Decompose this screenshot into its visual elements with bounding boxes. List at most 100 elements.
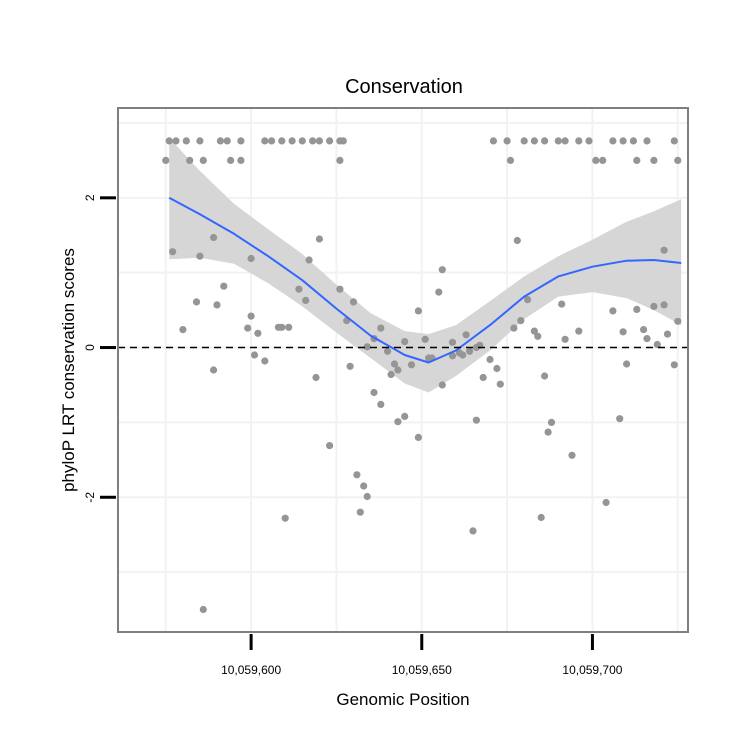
data-point [517, 317, 525, 325]
data-point [633, 305, 641, 313]
data-point [650, 302, 658, 310]
data-point [377, 400, 385, 408]
smooth-line [168, 196, 682, 364]
data-point [295, 285, 303, 293]
y-axis: 2 0 -2 [83, 194, 116, 503]
data-point [339, 137, 347, 145]
data-point [192, 298, 201, 306]
y-tick-label: 0 [83, 344, 97, 351]
data-point [472, 416, 480, 424]
data-point [660, 246, 668, 254]
data-point [448, 338, 457, 346]
data-point [261, 137, 269, 145]
data-point [353, 471, 361, 479]
data-point [165, 137, 173, 145]
data-point [247, 254, 255, 263]
data-point [506, 156, 515, 164]
x-tick-label: 10,059,600 [221, 663, 281, 677]
data-point [602, 498, 610, 507]
data-point [544, 428, 552, 436]
chart-title: Conservation [345, 76, 463, 98]
data-point [493, 364, 501, 373]
data-point [213, 301, 221, 309]
data-point [421, 335, 429, 343]
data-point [250, 351, 259, 359]
data-point [435, 288, 443, 296]
data-point [489, 137, 497, 145]
data-point [278, 137, 286, 145]
x-tick-label: 10,059,700 [562, 663, 622, 677]
data-point [629, 137, 638, 145]
data-point [530, 327, 539, 335]
data-point [592, 156, 600, 164]
data-point [599, 156, 607, 164]
y-axis-title: phyloP LRT conservation scores [59, 248, 78, 492]
x-tick-label: 10,059,650 [392, 663, 452, 677]
data-point [302, 296, 310, 304]
data-point [346, 362, 354, 370]
data-point [469, 527, 477, 535]
data-point [524, 296, 532, 304]
data-point [503, 137, 511, 145]
grid-lines [118, 108, 688, 632]
data-point [609, 307, 617, 315]
data-point [534, 332, 542, 340]
y-tick-label: 2 [83, 194, 97, 201]
x-axis: 10,059,600 10,059,650 10,059,700 [221, 634, 623, 677]
data-point [472, 343, 480, 352]
data-point [575, 137, 583, 145]
data-point [547, 418, 556, 426]
data-point [616, 415, 624, 423]
data-point [315, 137, 323, 145]
data-point [407, 361, 416, 369]
data-point [633, 156, 641, 164]
data-point [510, 324, 518, 332]
data-point [182, 137, 190, 145]
data-point [288, 137, 296, 145]
data-point [298, 137, 306, 145]
data-point [394, 366, 402, 374]
data-point [196, 137, 204, 145]
data-point [278, 323, 286, 331]
data-point [643, 335, 651, 343]
data-point [520, 137, 528, 145]
data-point [237, 137, 245, 145]
data-point [623, 360, 631, 368]
data-point [387, 370, 395, 379]
data-point [356, 508, 364, 516]
data-point [363, 343, 371, 351]
data-point [169, 248, 177, 256]
data-point [650, 156, 658, 164]
data-point [670, 137, 678, 145]
data-point [363, 492, 371, 501]
data-point [326, 137, 334, 145]
data-point [414, 433, 422, 441]
data-point [370, 388, 378, 397]
data-point [674, 156, 682, 164]
data-point [496, 380, 504, 388]
data-point [326, 442, 334, 450]
y-tick-label: -2 [83, 492, 97, 503]
data-point [172, 137, 180, 145]
data-point [196, 252, 204, 260]
data-point [237, 156, 245, 164]
data-point [462, 331, 470, 339]
data-point [199, 605, 207, 614]
data-point [199, 156, 207, 164]
data-point [268, 137, 276, 145]
data-point [210, 366, 218, 374]
data-point [640, 326, 648, 334]
data-point [653, 340, 661, 349]
data-point [448, 352, 457, 360]
data-point [162, 156, 170, 164]
data-point [247, 312, 255, 320]
data-point [394, 418, 402, 426]
data-point [210, 233, 218, 242]
data-point [585, 137, 593, 145]
data-point [670, 361, 678, 369]
data-point [254, 329, 262, 337]
data-point [186, 156, 194, 164]
data-point [660, 301, 668, 309]
data-point [349, 298, 358, 306]
data-point [619, 137, 627, 145]
